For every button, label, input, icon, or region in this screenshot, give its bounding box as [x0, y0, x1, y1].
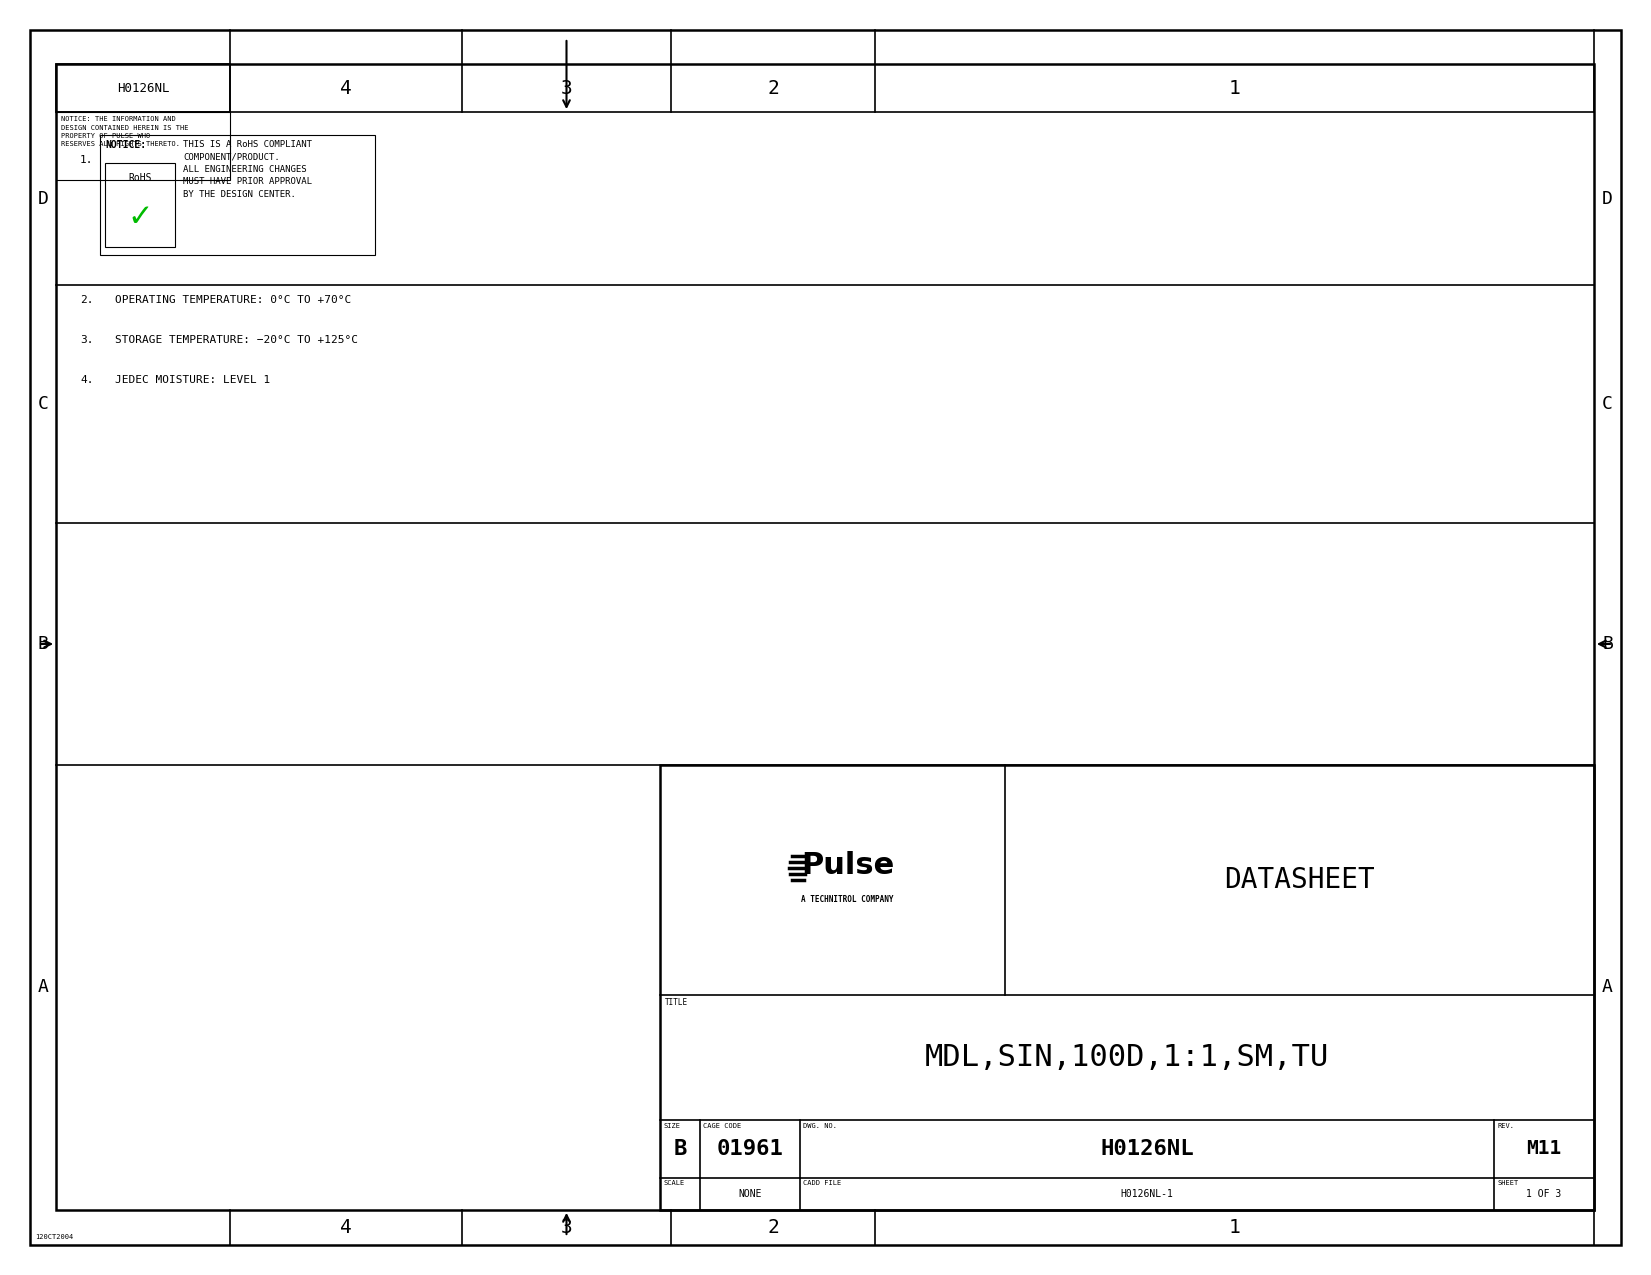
Text: CAGE CODE: CAGE CODE [703, 1123, 741, 1128]
Text: NOTICE: THE INFORMATION AND
DESIGN CONTAINED HEREIN IS THE
PROPERTY OF PULSE WHO: NOTICE: THE INFORMATION AND DESIGN CONTA… [61, 116, 188, 148]
Text: 4: 4 [340, 1218, 352, 1237]
Text: B: B [674, 1139, 687, 1159]
Text: REV.: REV. [1497, 1123, 1514, 1128]
Text: 1: 1 [1228, 1218, 1240, 1237]
Text: 01961: 01961 [717, 1139, 784, 1159]
Text: 1 OF 3: 1 OF 3 [1527, 1190, 1562, 1198]
Text: D: D [38, 190, 48, 208]
Text: 1.: 1. [79, 156, 94, 164]
Text: JEDEC MOISTURE: LEVEL 1: JEDEC MOISTURE: LEVEL 1 [116, 375, 271, 385]
Text: DATASHEET: DATASHEET [1223, 866, 1375, 894]
Text: A TECHNITROL COMPANY: A TECHNITROL COMPANY [801, 895, 893, 904]
Text: H0126NL-1: H0126NL-1 [1121, 1190, 1174, 1198]
Text: NONE: NONE [738, 1190, 761, 1198]
Text: Pulse: Pulse [801, 850, 895, 880]
Text: CADD FILE: CADD FILE [802, 1179, 842, 1186]
Text: RoHS: RoHS [129, 173, 152, 184]
Text: NOTICE:: NOTICE: [106, 140, 147, 150]
Text: 4: 4 [340, 79, 352, 97]
Text: 3: 3 [561, 1218, 573, 1237]
Text: SHEET: SHEET [1497, 1179, 1519, 1186]
Text: H0126NL: H0126NL [1100, 1139, 1194, 1159]
Text: TITLE: TITLE [665, 998, 688, 1007]
Text: A: A [38, 978, 48, 997]
Text: OPERATING TEMPERATURE: 0°C TO +70°C: OPERATING TEMPERATURE: 0°C TO +70°C [116, 295, 352, 305]
Text: 2: 2 [768, 79, 779, 97]
Text: MDL,SIN,100D,1:1,SM,TU: MDL,SIN,100D,1:1,SM,TU [925, 1043, 1329, 1072]
Text: 2: 2 [768, 1218, 779, 1237]
Text: 4.: 4. [79, 375, 94, 385]
Text: ✓: ✓ [127, 203, 154, 232]
Text: 1: 1 [1228, 79, 1240, 97]
Text: B: B [1601, 635, 1613, 653]
Text: D: D [1601, 190, 1613, 208]
Text: 2.: 2. [79, 295, 94, 305]
Bar [101, 135, 375, 255]
Text: THIS IS A RoHS COMPLIANT
COMPONENT/PRODUCT.
ALL ENGINEERING CHANGES
MUST HAVE PR: THIS IS A RoHS COMPLIANT COMPONENT/PRODU… [183, 140, 312, 199]
Bar [56, 64, 1593, 1210]
Text: A: A [1601, 978, 1613, 997]
Text: 120CT2004: 120CT2004 [35, 1234, 73, 1241]
Text: 3.: 3. [79, 335, 94, 346]
Text: DWG. NO.: DWG. NO. [802, 1123, 837, 1128]
Bar [660, 765, 1593, 1210]
Text: B: B [38, 635, 48, 653]
Text: SCALE: SCALE [664, 1179, 684, 1186]
Text: C: C [1601, 395, 1613, 413]
Text: M11: M11 [1527, 1140, 1562, 1159]
Text: H0126NL: H0126NL [117, 82, 170, 94]
Bar [56, 112, 229, 180]
Bar [106, 163, 175, 247]
Text: 3: 3 [561, 79, 573, 97]
Text: STORAGE TEMPERATURE: −20°C TO +125°C: STORAGE TEMPERATURE: −20°C TO +125°C [116, 335, 358, 346]
Bar [56, 64, 229, 112]
Text: SIZE: SIZE [664, 1123, 680, 1128]
Text: C: C [38, 395, 48, 413]
